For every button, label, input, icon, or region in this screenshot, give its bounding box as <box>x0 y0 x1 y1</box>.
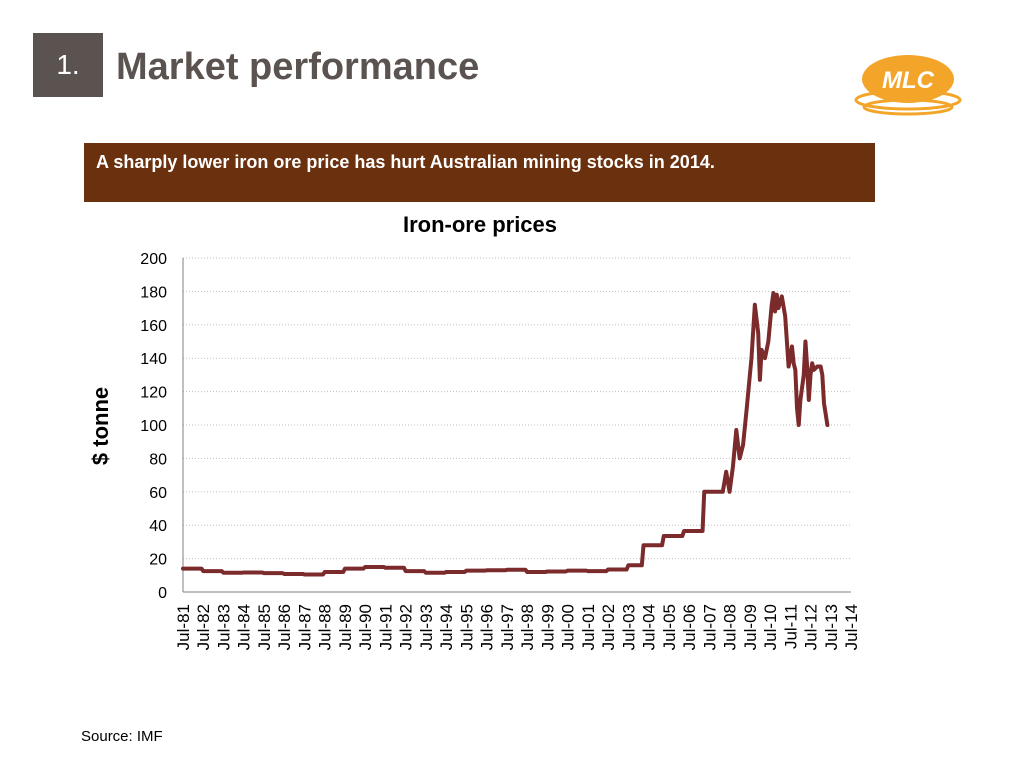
key-message-text: A sharply lower iron ore price has hurt … <box>96 152 715 172</box>
x-tick-label: Jul-87 <box>295 604 314 650</box>
x-tick-label: Jul-85 <box>255 604 274 650</box>
x-tick-label: Jul-86 <box>275 604 294 650</box>
x-tick-label: Jul-82 <box>194 604 213 650</box>
source-note: Source: IMF <box>81 728 163 745</box>
x-tick-label: Jul-10 <box>761 604 780 650</box>
x-tick-label: Jul-03 <box>619 604 638 650</box>
x-tick-label: Jul-88 <box>316 604 335 650</box>
y-tick-label: 180 <box>140 284 167 301</box>
y-tick-label: 20 <box>149 552 167 569</box>
x-tick-label: Jul-00 <box>559 604 578 650</box>
page-title: Market performance <box>116 46 480 88</box>
x-tick-label: Jul-11 <box>781 604 800 649</box>
x-tick-label: Jul-02 <box>599 604 618 650</box>
mlc-logo: MLC <box>854 55 962 116</box>
x-tick-label: Jul-05 <box>660 604 679 650</box>
x-tick-label: Jul-93 <box>417 604 436 650</box>
y-tick-label: 60 <box>149 485 167 502</box>
x-tick-label: Jul-83 <box>214 604 233 650</box>
x-tick-label: Jul-95 <box>457 604 476 650</box>
x-tick-label: Jul-81 <box>174 604 193 650</box>
x-tick-label: Jul-13 <box>822 604 841 650</box>
x-tick-label: Jul-12 <box>802 604 821 650</box>
x-tick-label: Jul-04 <box>640 604 659 650</box>
series-line <box>181 291 830 577</box>
y-tick-label: 120 <box>140 385 167 402</box>
x-tick-label: Jul-84 <box>235 604 254 650</box>
y-tick-label: 140 <box>140 351 167 368</box>
x-tick-label: Jul-91 <box>376 604 395 650</box>
x-tick-label: Jul-99 <box>538 604 557 650</box>
x-tick-label: Jul-07 <box>700 604 719 650</box>
series-layer <box>181 291 830 577</box>
y-tick-label: 40 <box>149 518 167 535</box>
chart-title: Iron-ore prices <box>403 212 557 237</box>
y-tick-label: 80 <box>149 451 167 468</box>
section-number: 1. <box>33 33 103 97</box>
key-message-banner: A sharply lower iron ore price has hurt … <box>84 143 875 202</box>
iron-ore-price-chart: Iron-ore prices $ tonne 0 20 40 60 80 100 120 1… <box>88 212 861 650</box>
x-tick-label: Jul-96 <box>478 604 497 650</box>
x-tick-label: Jul-90 <box>356 604 375 650</box>
x-tick-label: Jul-94 <box>437 604 456 650</box>
x-tick-label: Jul-89 <box>336 604 355 650</box>
y-tick-labels: 0 20 40 60 80 100 120 140 160 180 200 <box>140 251 167 602</box>
y-tick-label: 100 <box>140 418 167 435</box>
logo-text: MLC <box>882 67 935 94</box>
y-tick-label: 0 <box>158 585 167 602</box>
gridlines <box>183 257 851 560</box>
x-tick-label: Jul-97 <box>498 604 517 650</box>
x-tick-label: Jul-92 <box>397 604 416 650</box>
x-tick-label: Jul-98 <box>518 604 537 650</box>
y-axis-label: $ tonne <box>88 387 113 465</box>
x-tick-label: Jul-14 <box>842 604 861 650</box>
y-tick-label: 200 <box>140 251 167 268</box>
x-tick-label: Jul-06 <box>680 604 699 650</box>
x-tick-label: Jul-01 <box>579 604 598 650</box>
x-tick-label: Jul-09 <box>741 604 760 650</box>
y-tick-label: 160 <box>140 318 167 335</box>
x-tick-labels: Jul-81 Jul-82 Jul-83 Jul-84 Jul-85 Jul-86 Jul-… <box>174 604 861 650</box>
x-tick-label: Jul-08 <box>721 604 740 650</box>
axes <box>182 258 851 593</box>
